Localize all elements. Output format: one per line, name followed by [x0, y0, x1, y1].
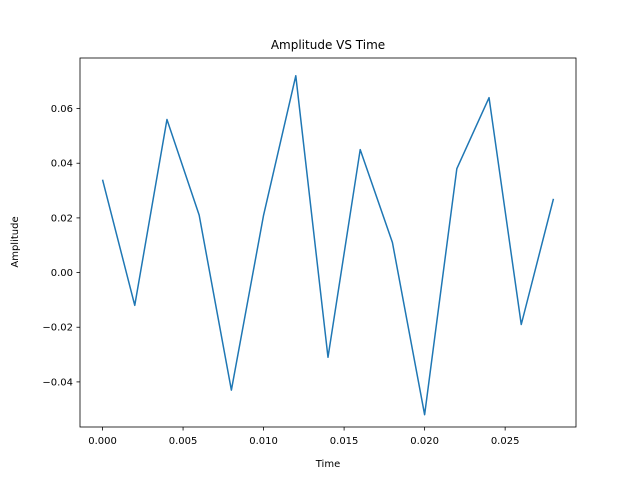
x-tick-label: 0.000 [88, 436, 117, 447]
x-tick-label: 0.010 [249, 436, 278, 447]
y-tick-label: 0.04 [51, 159, 73, 170]
y-tick-label: −0.02 [42, 323, 73, 334]
axes-frame [79, 57, 577, 428]
y-tick-label: 0.00 [51, 268, 73, 279]
x-tick-label: 0.025 [491, 436, 520, 447]
x-tick-label: 0.020 [410, 436, 439, 447]
y-axis-title: Amplitude [10, 216, 21, 267]
chart-title: Amplitude VS Time [271, 38, 385, 52]
x-tick-label: 0.015 [330, 436, 359, 447]
plot-area: 0.000 0.005 0.010 0.015 0.020 0.025 −0.04 −0.02… [42, 57, 577, 447]
x-axis-title: Time [315, 459, 340, 470]
x-tick-label: 0.005 [169, 436, 198, 447]
y-tick-label: 0.06 [51, 104, 73, 115]
y-tick-label: 0.02 [51, 213, 73, 224]
series-line-0 [101, 75, 555, 416]
y-tick-label: −0.04 [42, 377, 73, 388]
